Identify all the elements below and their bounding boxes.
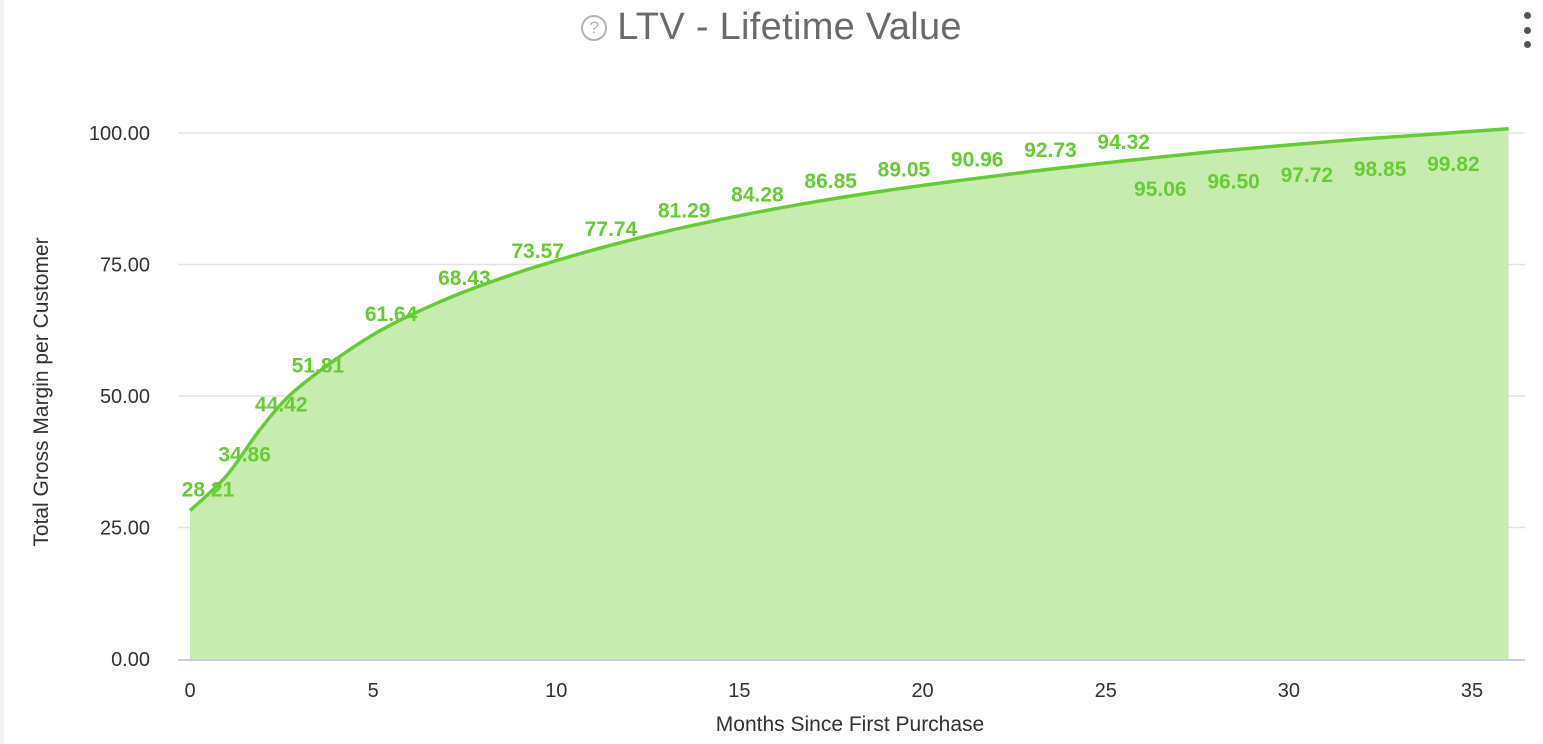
data-label: 77.74: [585, 218, 638, 241]
series-line: [188, 127, 1509, 512]
y-tick-label: 25.00: [100, 518, 150, 540]
data-label: 99.82: [1427, 153, 1480, 176]
x-axis-title: Months Since First Purchase: [716, 713, 984, 736]
data-label: 89.05: [878, 159, 931, 182]
x-tick-label: 30: [1278, 680, 1300, 702]
data-label: 28.21: [182, 479, 235, 502]
question-circle-icon[interactable]: ?: [581, 14, 608, 41]
data-label: 86.85: [804, 170, 857, 193]
data-label: 94.32: [1097, 131, 1150, 154]
more-vertical-icon[interactable]: [1521, 12, 1533, 48]
data-label: 51.81: [292, 354, 345, 377]
data-label: 61.64: [365, 303, 418, 326]
y-axis-title: Total Gross Margin per Customer: [30, 237, 53, 546]
data-label: 97.72: [1281, 164, 1334, 187]
y-tick-label: 100.00: [89, 123, 150, 145]
data-label: 98.85: [1354, 158, 1407, 181]
x-tick-label: 35: [1461, 680, 1483, 702]
y-tick-label: 75.00: [100, 255, 150, 277]
area-fill: [190, 128, 1509, 660]
x-tick-label: 10: [545, 680, 567, 702]
data-label: 92.73: [1024, 139, 1077, 162]
data-label: 34.86: [218, 444, 271, 467]
x-tick-label: 0: [184, 680, 195, 702]
x-tick-label: 5: [368, 680, 379, 702]
x-tick-label: 20: [911, 680, 933, 702]
data-label: 95.06: [1134, 178, 1187, 201]
y-tick-label: 0.00: [111, 649, 150, 671]
chart-header: ? LTV - Lifetime Value: [0, 0, 1543, 60]
data-label: 44.42: [255, 393, 308, 416]
data-label: 84.28: [731, 184, 784, 207]
panel-edge: [0, 0, 4, 744]
data-label: 73.57: [511, 240, 564, 263]
x-tick-label: 25: [1095, 680, 1117, 702]
data-label: 68.43: [438, 267, 491, 290]
data-label: 96.50: [1207, 170, 1260, 193]
x-tick-label: 15: [728, 680, 750, 702]
data-label: 81.29: [658, 199, 711, 222]
chart-title: LTV - Lifetime Value: [617, 6, 962, 48]
y-tick-label: 50.00: [100, 386, 150, 408]
data-label: 90.96: [951, 149, 1004, 172]
title-group: ? LTV - Lifetime Value: [0, 6, 1543, 49]
